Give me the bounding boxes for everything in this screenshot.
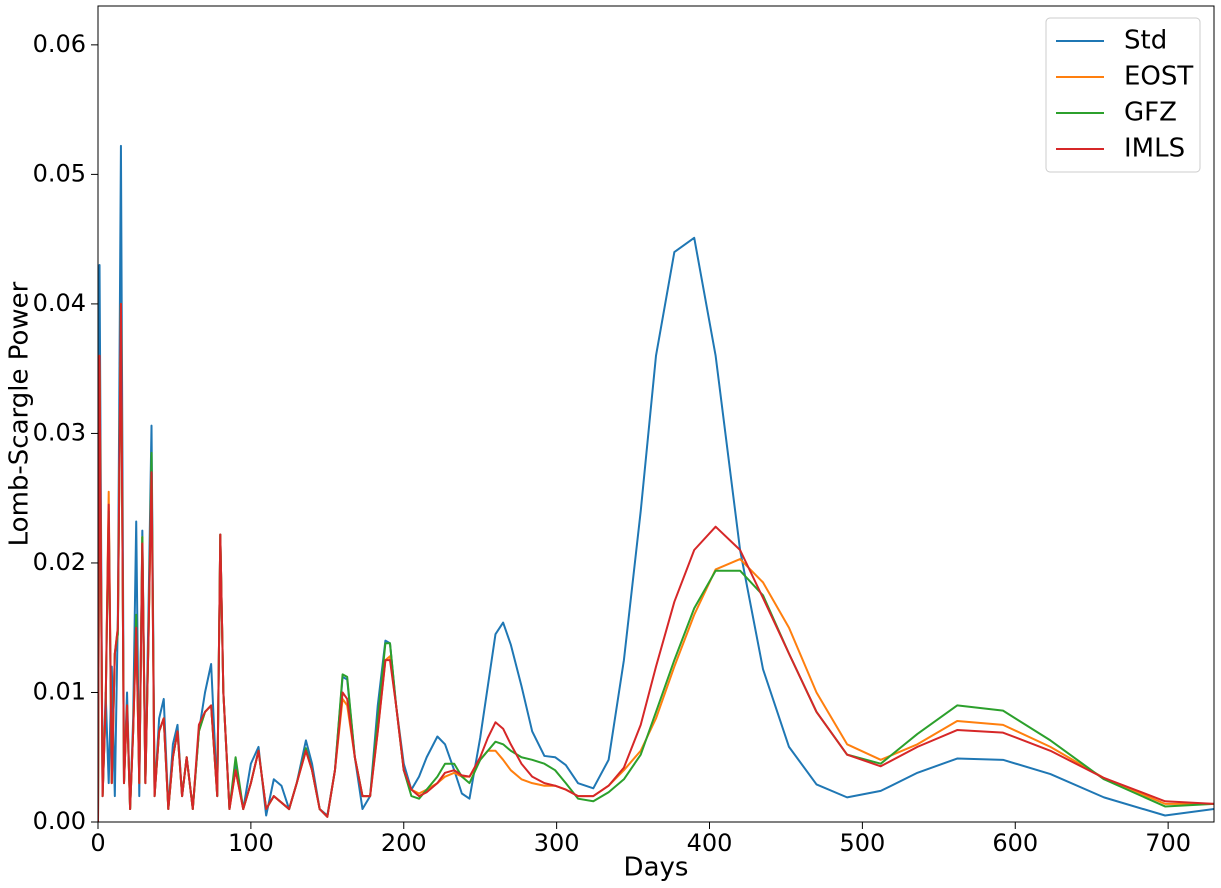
y-tick-label: 0.01 <box>33 677 86 705</box>
legend-label: GFZ <box>1124 98 1177 128</box>
plot-area <box>98 144 1214 822</box>
legend-box <box>1045 17 1201 173</box>
legend: Std EOST GFZ IMLS <box>1045 17 1201 173</box>
legend-label: IMLS <box>1124 134 1185 164</box>
y-axis-label: Lomb-Scargle Power <box>5 281 35 546</box>
y-tick-label: 0.04 <box>33 289 86 317</box>
y-tick-label: 0.03 <box>33 418 86 446</box>
x-tick-label: 100 <box>228 829 274 857</box>
x-tick-label: 600 <box>992 829 1038 857</box>
x-axis-label: Days <box>624 853 689 883</box>
x-tick-label: 700 <box>1145 829 1191 857</box>
x-tick-label: 0 <box>90 829 105 857</box>
y-tick-label: 0.02 <box>33 548 86 576</box>
y-tick-label: 0.06 <box>33 30 86 58</box>
y-tick-label: 0.05 <box>33 159 86 187</box>
x-tick-label: 400 <box>687 829 733 857</box>
x-tick-label: 300 <box>534 829 580 857</box>
legend-label: EOST <box>1124 62 1193 92</box>
series-line <box>98 302 1214 822</box>
series-line <box>98 302 1214 822</box>
x-tick-label: 200 <box>381 829 427 857</box>
legend-label: Std <box>1124 26 1167 56</box>
plot-frame <box>97 5 1215 823</box>
y-tick-label: 0.00 <box>33 807 86 835</box>
x-tick-label: 500 <box>839 829 885 857</box>
